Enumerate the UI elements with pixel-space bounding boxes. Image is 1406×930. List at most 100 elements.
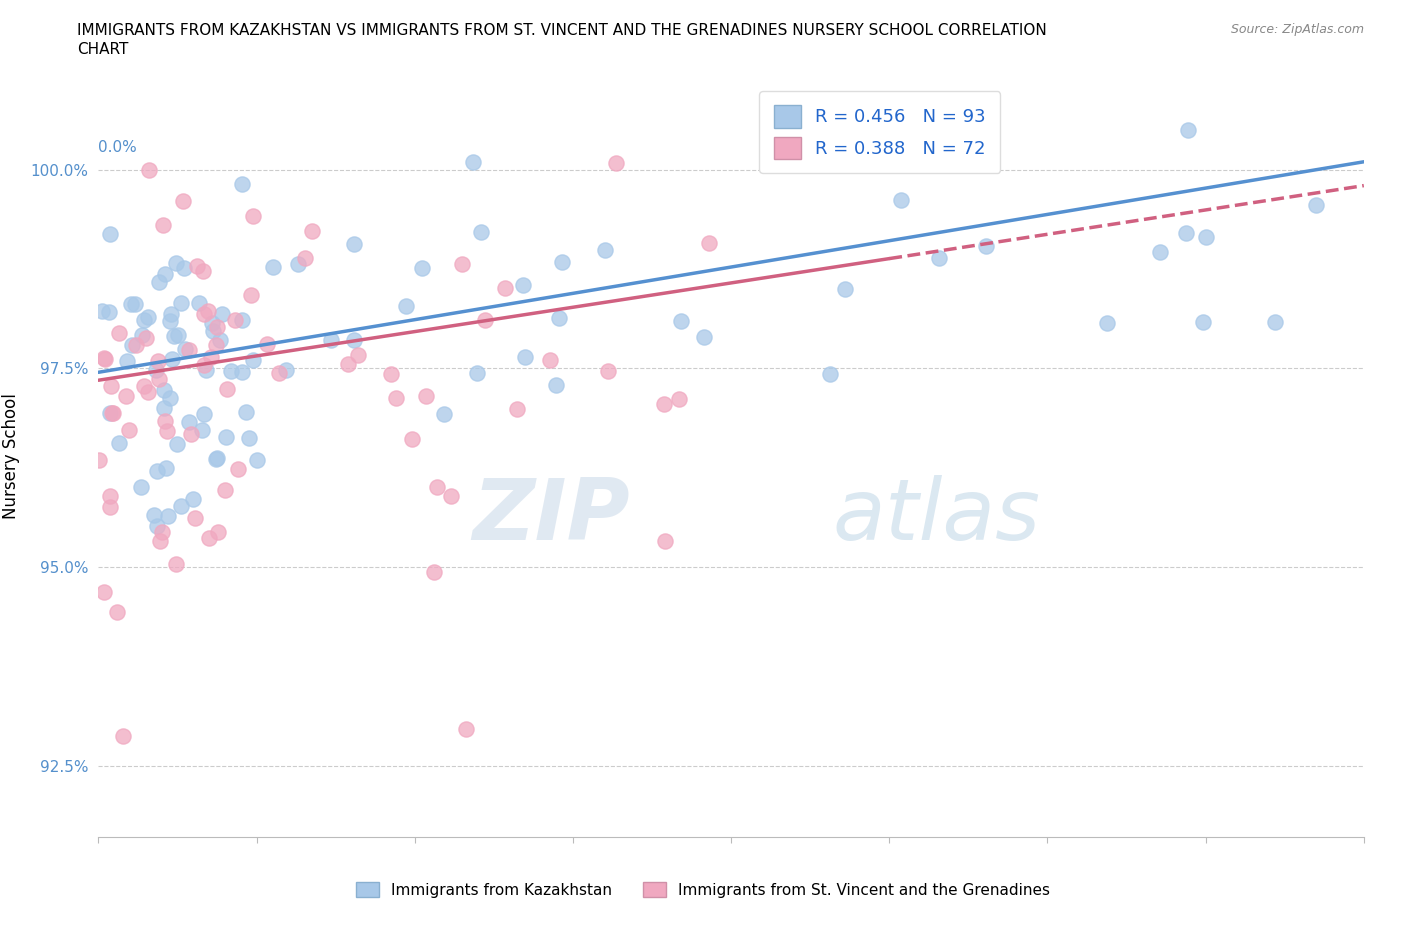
Point [433, 406, 456, 421]
Point [1149, 245, 1171, 259]
Text: atlas: atlas [832, 475, 1040, 558]
Point [165, 255, 187, 270]
Point [1264, 314, 1286, 329]
Point [97, 305, 120, 320]
Point [155, 460, 177, 475]
Point [162, 352, 184, 366]
Point [205, 450, 228, 465]
Point [974, 239, 997, 254]
Point [89, 452, 111, 467]
Point [927, 137, 949, 152]
Text: Source: ZipAtlas.com: Source: ZipAtlas.com [1230, 23, 1364, 36]
Point [465, 366, 488, 381]
Point [652, 396, 675, 411]
Point [187, 296, 209, 311]
Point [152, 383, 174, 398]
Point [193, 406, 215, 421]
Point [240, 287, 263, 302]
Point [170, 498, 193, 513]
Point [668, 392, 690, 406]
Point [136, 310, 159, 325]
Y-axis label: Nursery School: Nursery School [1, 392, 20, 519]
Point [117, 423, 139, 438]
Point [120, 297, 142, 312]
Point [395, 299, 418, 313]
Point [98, 499, 121, 514]
Point [174, 341, 197, 356]
Point [654, 534, 676, 549]
Point [132, 312, 155, 327]
Legend: Immigrants from Kazakhstan, Immigrants from St. Vincent and the Grenadines: Immigrants from Kazakhstan, Immigrants f… [350, 875, 1056, 904]
Point [699, 235, 721, 250]
Point [170, 296, 193, 311]
Point [131, 328, 153, 343]
Point [513, 350, 536, 365]
Point [415, 388, 437, 403]
Point [166, 327, 188, 342]
Point [138, 163, 160, 178]
Point [343, 333, 366, 348]
Point [200, 350, 222, 365]
Point [1177, 123, 1199, 138]
Point [191, 263, 214, 278]
Point [551, 255, 574, 270]
Point [160, 307, 183, 322]
Point [246, 453, 269, 468]
Point [262, 260, 284, 275]
Point [799, 151, 821, 166]
Point [693, 329, 716, 344]
Point [101, 405, 124, 420]
Point [121, 338, 143, 352]
Point [544, 378, 567, 392]
Point [136, 384, 159, 399]
Point [143, 508, 166, 523]
Point [148, 371, 170, 386]
Point [125, 338, 148, 352]
Point [146, 353, 169, 368]
Point [1174, 225, 1197, 240]
Point [411, 260, 433, 275]
Point [108, 435, 131, 450]
Point [450, 257, 472, 272]
Point [197, 531, 219, 546]
Point [163, 328, 186, 343]
Point [1191, 315, 1213, 330]
Point [301, 224, 323, 239]
Point [124, 297, 146, 312]
Point [242, 209, 264, 224]
Point [93, 584, 115, 599]
Point [512, 277, 534, 292]
Point [152, 217, 174, 232]
Point [129, 480, 152, 495]
Point [197, 304, 219, 319]
Text: CHART: CHART [77, 42, 129, 57]
Point [217, 381, 239, 396]
Point [547, 311, 569, 325]
Point [214, 483, 236, 498]
Point [98, 488, 121, 503]
Point [346, 348, 368, 363]
Point [156, 424, 179, 439]
Point [105, 604, 128, 619]
Point [204, 452, 226, 467]
Point [474, 312, 496, 327]
Point [205, 320, 228, 335]
Point [149, 533, 172, 548]
Point [201, 324, 224, 339]
Point [454, 721, 477, 736]
Point [179, 342, 201, 357]
Point [155, 267, 177, 282]
Point [440, 488, 463, 503]
Point [184, 511, 207, 525]
Point [146, 464, 169, 479]
Point [231, 365, 253, 379]
Point [159, 313, 181, 328]
Point [605, 155, 627, 170]
Point [506, 402, 529, 417]
Point [384, 391, 406, 405]
Point [93, 351, 115, 365]
Point [103, 405, 125, 420]
Point [219, 364, 242, 379]
Point [193, 307, 215, 322]
Point [946, 157, 969, 172]
